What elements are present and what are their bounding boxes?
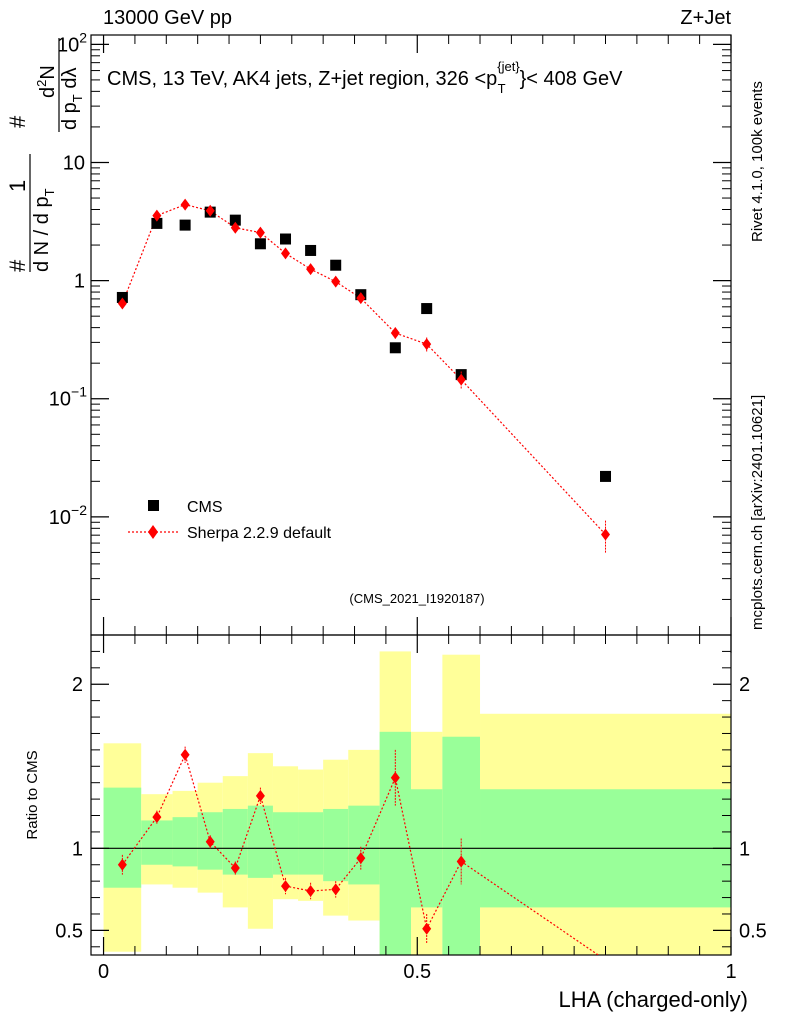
sherpa-ratio-point-10: [390, 771, 400, 784]
sherpa-ratio-point-0: [117, 858, 127, 871]
ratio-ytick-label-1: 1: [72, 838, 83, 860]
main-ytick-label-4: 102: [57, 29, 87, 56]
ratio-ytick-label-2: 2: [72, 674, 83, 696]
cms-point-1: [151, 217, 163, 229]
x-axis-title: LHA (charged-only): [558, 987, 748, 1012]
band-inner-0: [103, 787, 142, 888]
cms-point-8: [330, 259, 342, 271]
analysis-id: (CMS_2021_I1920187): [349, 591, 484, 606]
band-inner-5: [247, 805, 273, 878]
cms-point-0: [116, 291, 128, 303]
xtick-label-0: 0: [98, 961, 109, 983]
sherpa-ratio-point-2: [180, 748, 190, 761]
sherpa-point-7: [306, 263, 316, 276]
sherpa-ratio-point-4: [230, 862, 240, 875]
sherpa-ratio-line: [121, 753, 600, 955]
main-ytick-label-0: 10−2: [49, 502, 87, 529]
plot-title: CMS, 13 TeV, AK4 jets, Z+jet region, 326…: [107, 59, 623, 96]
cms-point-13: [600, 470, 612, 482]
legend-sherpa-label: Sherpa 2.2.9 default: [187, 525, 332, 542]
main-ytick-label-2: 1: [74, 271, 85, 293]
main-ytick-label-3: 10: [63, 152, 85, 174]
cms-point-5: [254, 238, 266, 250]
band-inner-1: [141, 820, 173, 865]
sherpa-point-11: [422, 338, 432, 351]
header-process: Z+Jet: [680, 7, 731, 29]
sherpa-ratio-point-11: [422, 922, 432, 935]
ratio-ytick-label-right-2: 2: [739, 674, 750, 696]
uncertainty-bands: [103, 651, 731, 955]
ylabel-hash-2: #: [5, 115, 30, 128]
sherpa-point-1: [152, 209, 162, 222]
sherpa-point-12: [456, 373, 466, 386]
rivet-label: Rivet 4.1.0, 100k events: [749, 81, 766, 242]
sherpa-point-10: [390, 327, 400, 340]
main-ytick-label-1: 10−1: [49, 384, 87, 411]
sherpa-ratio-point-5: [255, 789, 265, 802]
sherpa-point-6: [281, 247, 291, 260]
main-ylabel: # 1 d N / d pT # d2N d pT dλ: [5, 38, 85, 272]
band-inner-2: [172, 817, 198, 867]
main-plot-frame: [90, 34, 732, 636]
sherpa-point-0: [117, 297, 127, 310]
mcplots-label: mcplots.cern.ch [arXiv:2401.10621]: [749, 395, 766, 630]
band-inner-7: [298, 812, 324, 875]
sherpa-point-9: [356, 292, 366, 305]
sherpa-point-8: [331, 275, 341, 288]
cms-point-2: [179, 219, 191, 231]
band-inner-6: [272, 812, 299, 875]
sherpa-ratio-point-6: [281, 880, 291, 893]
cms-point-11: [421, 303, 433, 315]
ylabel-d2n: d2N: [34, 65, 59, 98]
ratio-ytick-label-right-1: 1: [739, 838, 750, 860]
sherpa-ratio-point-7: [306, 885, 316, 897]
sherpa-point-5: [255, 226, 265, 239]
ratio-ytick-label-right-0: 0.5: [739, 920, 767, 942]
ylabel-one: 1: [5, 180, 30, 192]
sherpa-ratio-point-8: [331, 883, 341, 896]
xtick-label-1: 0.5: [403, 961, 431, 983]
cms-point-4: [229, 214, 241, 226]
sherpa-ratio-point-1: [152, 811, 162, 824]
legend-cms-label: CMS: [187, 499, 223, 516]
sherpa-point-4: [230, 221, 240, 234]
data-marks: [116, 198, 612, 955]
sherpa-main-line: [121, 203, 606, 535]
ratio-ytick-label-0: 0.5: [55, 920, 83, 942]
ratio-y-axis-title: Ratio to CMS: [24, 750, 41, 839]
cms-point-6: [280, 233, 292, 245]
legend-sherpa-marker: [148, 525, 158, 539]
legend-cms-marker: [148, 500, 159, 511]
ylabel-dn: d N / d pT: [31, 188, 57, 272]
sherpa-point-13: [601, 528, 611, 541]
sherpa-point-3: [205, 204, 215, 217]
sherpa-ratio-point-12: [456, 855, 466, 868]
ylabel-den: d pT dλ: [59, 68, 85, 130]
xtick-label-2: 1: [725, 961, 736, 983]
cms-point-10: [389, 342, 401, 354]
ylabel-hash-1: #: [5, 259, 30, 272]
header-energy: 13000 GeV pp: [103, 7, 232, 29]
band-inner-9: [348, 805, 380, 885]
ratio-plot-frame: [90, 634, 732, 956]
sherpa-ratio-point-9: [356, 852, 366, 865]
sherpa-ratio-point-3: [205, 835, 215, 848]
cms-point-7: [305, 244, 317, 256]
band-inner-8: [323, 808, 349, 882]
legend: CMS Sherpa 2.2.9 default: [128, 499, 332, 542]
sherpa-point-2: [180, 198, 190, 211]
